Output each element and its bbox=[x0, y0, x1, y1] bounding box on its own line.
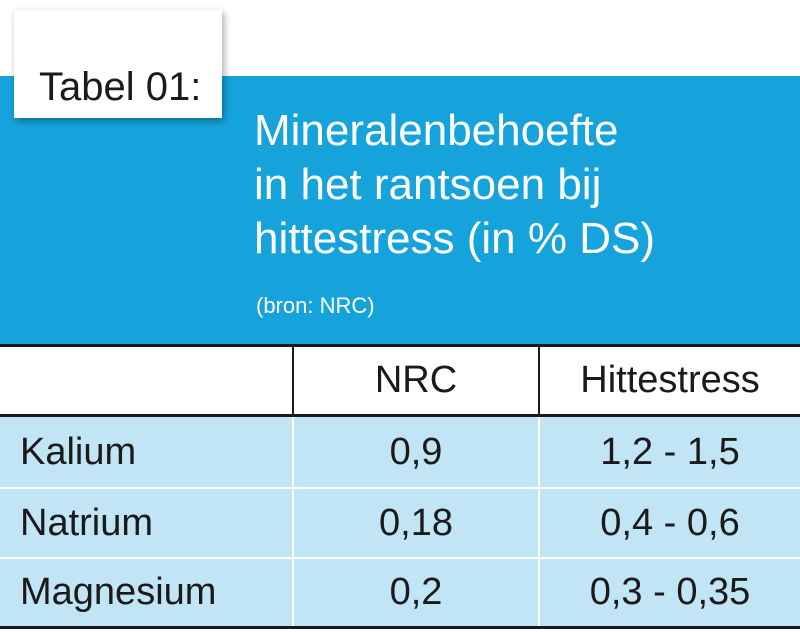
nrc-value-cell: 0,18 bbox=[292, 489, 538, 557]
table-number-tag: Tabel 01: bbox=[14, 10, 222, 118]
table-title: Mineralenbehoefte in het rantsoen bij hi… bbox=[254, 104, 784, 266]
nrc-value-cell: 0,2 bbox=[292, 559, 538, 626]
table-row: Natrium 0,18 0,4 - 0,6 bbox=[0, 487, 800, 557]
nrc-value-cell: 0,9 bbox=[292, 417, 538, 487]
table-number-label: Tabel 01: bbox=[39, 65, 202, 109]
table-row: Kalium 0,9 1,2 - 1,5 bbox=[0, 417, 800, 487]
table-header-row: NRC Hittestress bbox=[0, 344, 800, 417]
hittestress-value-cell: 0,3 - 0,35 bbox=[538, 559, 800, 626]
header-cell-nrc: NRC bbox=[292, 347, 538, 414]
table-title-line-3: hittestress (in % DS) bbox=[254, 214, 655, 263]
title-banner bbox=[0, 76, 800, 344]
hittestress-value-cell: 1,2 - 1,5 bbox=[538, 417, 800, 487]
header-cell-hittestress: Hittestress bbox=[538, 347, 800, 414]
table-title-line-2: in het rantsoen bij bbox=[254, 160, 602, 209]
table-title-line-1: Mineralenbehoefte bbox=[254, 106, 619, 155]
mineral-cell: Magnesium bbox=[20, 571, 217, 613]
table-row: Magnesium 0,2 0,3 - 0,35 bbox=[0, 557, 800, 629]
mineral-cell: Natrium bbox=[20, 501, 154, 544]
source-note: (bron: NRC) bbox=[256, 293, 375, 318]
mineral-cell: Kalium bbox=[20, 430, 137, 473]
hittestress-value-cell: 0,4 - 0,6 bbox=[538, 489, 800, 557]
header-cell-empty bbox=[0, 347, 292, 414]
